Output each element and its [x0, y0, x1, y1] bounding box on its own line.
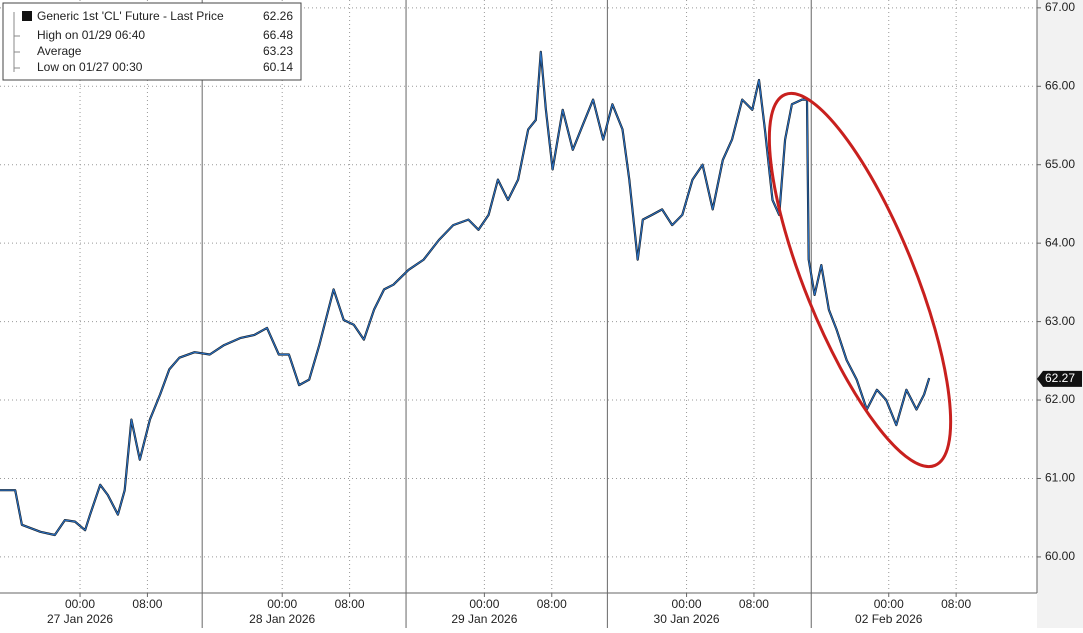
plot [0, 0, 1037, 628]
legend-tree [13, 12, 20, 72]
x-date-label: 27 Jan 2026 [47, 612, 113, 626]
y-tick-label: 63.00 [1045, 314, 1075, 328]
y-tick-label: 66.00 [1045, 78, 1075, 92]
legend: Generic 1st 'CL' Future - Last Price 62.… [2, 2, 302, 81]
y-tick-label: 65.00 [1045, 157, 1075, 171]
legend-title-value: 62.26 [263, 9, 293, 23]
x-tick-label: 00:00 [65, 597, 95, 611]
y-tick-label: 61.00 [1045, 471, 1075, 485]
y-tick-label: 60.00 [1045, 549, 1075, 563]
annotation-ellipse [767, 91, 953, 469]
x-date-label: 30 Jan 2026 [654, 612, 720, 626]
x-date-label: 29 Jan 2026 [451, 612, 517, 626]
y-tick-label: 64.00 [1045, 235, 1075, 249]
y-tick-label: 62.00 [1045, 392, 1075, 406]
legend-title: Generic 1st 'CL' Future - Last Price [37, 9, 224, 23]
x-tick-label: 00:00 [874, 597, 904, 611]
price-line-shadow [0, 50, 931, 537]
legend-label: Average [37, 44, 82, 58]
x-tick-label: 00:00 [672, 597, 702, 611]
x-tick-label: 08:00 [739, 597, 769, 611]
legend-label: High on 01/29 06:40 [37, 28, 145, 42]
x-tick-label: 08:00 [335, 597, 365, 611]
x-tick-label: 08:00 [132, 597, 162, 611]
last-price-tag [1037, 370, 1082, 387]
x-date-label: 02 Feb 2026 [855, 612, 923, 626]
legend-value: 66.48 [263, 28, 293, 42]
x-tick-label: 08:00 [941, 597, 971, 611]
legend-value: 63.23 [263, 44, 293, 58]
x-tick-label: 00:00 [469, 597, 499, 611]
legend-swatch [22, 11, 32, 21]
x-tick-label: 08:00 [537, 597, 567, 611]
last-price-label: 62.27 [1045, 371, 1075, 385]
x-date-label: 28 Jan 2026 [249, 612, 315, 626]
legend-value: 60.14 [263, 60, 293, 74]
x-tick-label: 00:00 [267, 597, 297, 611]
price-line [0, 51, 930, 536]
legend-label: Low on 01/27 00:30 [37, 60, 143, 74]
legend-box [2, 2, 302, 81]
y-axis-panel [1037, 0, 1083, 628]
y-tick-label: 67.00 [1045, 0, 1075, 14]
